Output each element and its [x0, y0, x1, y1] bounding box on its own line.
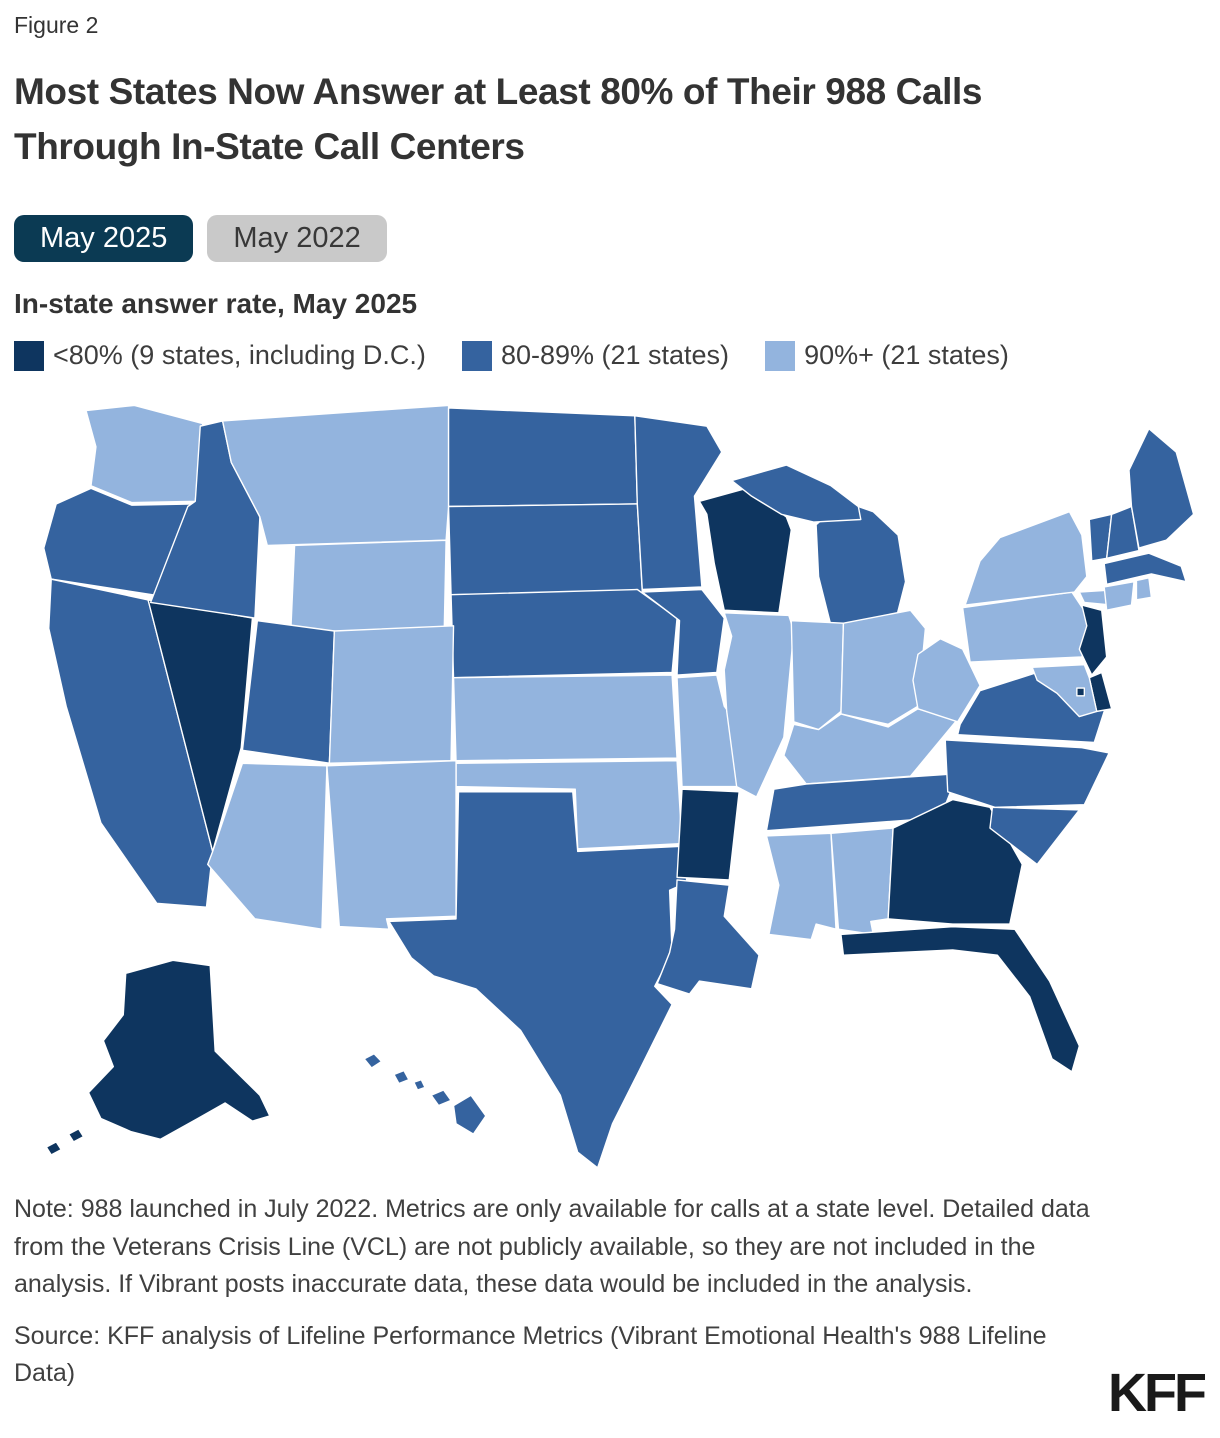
state-FL[interactable] [840, 926, 1081, 1073]
legend-label-90plus: 90%+ (21 states) [804, 340, 1009, 371]
state-WV[interactable] [912, 638, 981, 723]
state-NY[interactable] [964, 511, 1088, 607]
footer: Note: 988 launched in July 2022. Metrics… [14, 1191, 1106, 1393]
legend-swatch-90plus [765, 340, 796, 371]
state-RI[interactable] [1135, 577, 1153, 601]
state-AR[interactable] [676, 788, 740, 882]
state-IA[interactable] [641, 589, 725, 677]
state-LA[interactable] [656, 879, 760, 996]
legend-label-80to89: 80-89% (21 states) [500, 340, 730, 371]
state-NJ[interactable] [1078, 604, 1108, 677]
legend-item-80to89: 80-89% (21 states) [461, 340, 730, 371]
us-map-svg [43, 405, 1195, 1169]
state-SD[interactable] [447, 503, 643, 596]
state-MS[interactable] [765, 832, 837, 941]
state-HI[interactable] [393, 1070, 410, 1085]
state-UT[interactable] [241, 620, 336, 765]
date-toggle-group: May 2025 May 2022 [14, 214, 1206, 263]
legend-swatch-80to89 [461, 340, 492, 371]
state-DC[interactable] [1076, 687, 1085, 697]
state-HI[interactable] [363, 1053, 383, 1070]
state-MA[interactable] [1103, 552, 1187, 586]
legend-swatch-lt80 [14, 340, 44, 371]
state-WA[interactable] [85, 405, 204, 504]
note-text: Note: 988 launched in July 2022. Metrics… [14, 1195, 1090, 1299]
state-SC[interactable] [989, 807, 1081, 866]
legend-item-90plus: 90%+ (21 states) [765, 340, 1009, 371]
state-ND[interactable] [447, 407, 638, 508]
state-HI[interactable] [413, 1079, 426, 1092]
state-MI[interactable] [731, 464, 862, 524]
state-HI[interactable] [430, 1089, 452, 1107]
toggle-may-2022[interactable]: May 2022 [207, 214, 387, 263]
state-CT[interactable] [1103, 581, 1135, 612]
legend-label-lt80: <80% (9 states, including D.C.) [53, 340, 426, 371]
source-text: Source: KFF analysis of Lifeline Perform… [14, 1321, 1047, 1388]
state-MN[interactable] [634, 415, 723, 591]
legend: <80% (9 states, including D.C.) 80-89% (… [14, 340, 1206, 371]
kff-logo: KFF [1108, 1363, 1207, 1423]
state-MD[interactable] [1031, 664, 1098, 718]
state-IN[interactable] [790, 620, 845, 731]
figure-label: Figure 2 [14, 12, 99, 38]
state-HI[interactable] [452, 1094, 487, 1136]
legend-item-lt80: <80% (9 states, including D.C.) [14, 340, 426, 371]
state-AK[interactable] [45, 1141, 62, 1156]
page-title: Most States Now Answer at Least 80% of T… [14, 71, 983, 167]
state-AK[interactable] [67, 1128, 85, 1143]
state-OH[interactable] [840, 609, 927, 726]
us-choropleth-map [14, 395, 1206, 1173]
state-AK[interactable] [87, 960, 271, 1141]
state-NE[interactable] [450, 589, 678, 679]
state-GA[interactable] [887, 799, 1023, 926]
state-NC[interactable] [944, 739, 1110, 809]
state-NM[interactable] [326, 760, 457, 931]
state-CO[interactable] [328, 625, 455, 765]
state-NH[interactable] [1105, 506, 1140, 560]
state-AL[interactable] [830, 827, 894, 936]
state-KS[interactable] [452, 674, 678, 762]
toggle-may-2025[interactable]: May 2025 [14, 214, 194, 263]
state-TN[interactable] [765, 773, 959, 832]
state-IL[interactable] [723, 612, 795, 799]
state-ME[interactable] [1128, 428, 1195, 550]
chart-subtitle: In-state answer rate, May 2025 [14, 288, 418, 320]
